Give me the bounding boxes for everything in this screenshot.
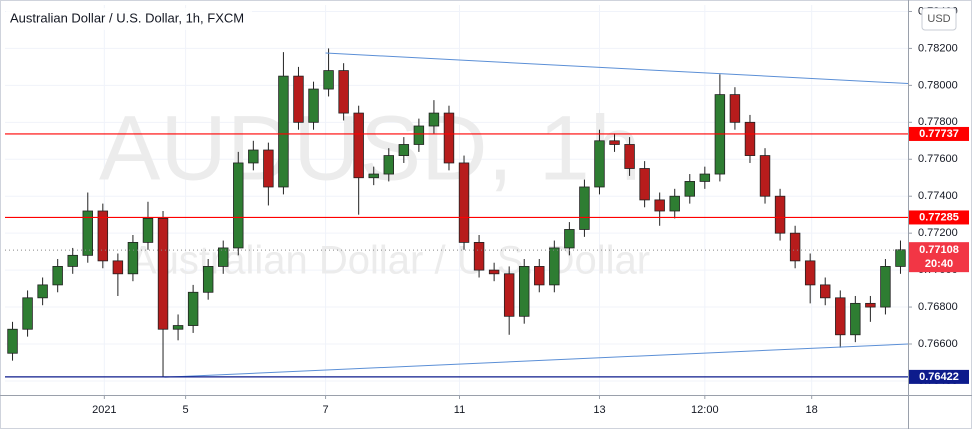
candle-body (97, 210, 109, 262)
x-tick-label: 13 (593, 404, 605, 416)
candle-body (338, 70, 349, 114)
candle-body (112, 260, 124, 275)
candle-body (564, 229, 575, 249)
candle-body (639, 168, 650, 201)
x-tick-label: 7 (323, 404, 329, 416)
level-label-box (909, 126, 969, 141)
axes: 0.764000.766000.768000.770000.772000.774… (92, 5, 969, 416)
candle-body (880, 266, 891, 308)
candle-body (669, 195, 680, 212)
candle-body (278, 75, 289, 188)
last-price-box (909, 242, 969, 273)
candle-body (127, 241, 139, 275)
candle-body (458, 162, 470, 243)
candle-body (865, 302, 876, 308)
candle-body (503, 273, 515, 317)
candle-body (473, 241, 485, 271)
level-label: 0.77285 (919, 211, 959, 223)
candle-body (699, 173, 711, 182)
candle-body (519, 266, 530, 317)
candle-body (308, 88, 319, 123)
y-tick-label: 0.77400 (918, 190, 958, 202)
marks (5, 48, 909, 378)
candle-body (789, 232, 801, 262)
candle-body (37, 284, 48, 299)
last-price-label: 0.77108 (919, 244, 959, 256)
candle-body (654, 199, 665, 212)
currency[interactable]: USD (927, 13, 950, 25)
candle-body (895, 249, 906, 267)
candle-body (413, 125, 425, 145)
level-label: 0.76422 (919, 371, 959, 383)
candle-body (684, 181, 695, 197)
y-tick-label: 0.78000 (918, 79, 958, 91)
y-tick-label: 0.77800 (918, 116, 958, 128)
candle-body (82, 210, 93, 256)
candle-body (52, 266, 63, 286)
candle-body (248, 149, 259, 164)
level-label: 0.77737 (919, 128, 959, 140)
candle-body (443, 112, 455, 164)
candle-body (172, 325, 184, 330)
candle-body (594, 140, 605, 188)
candle-body (263, 149, 274, 188)
candle-body (744, 121, 756, 156)
x-tick-label: 12:00 (691, 404, 719, 416)
candle-body (157, 217, 169, 330)
candle-body (353, 112, 364, 179)
candle-body (293, 75, 304, 123)
y-tick-label: 0.78200 (918, 42, 958, 54)
y-tick-label: 0.76800 (918, 301, 958, 313)
x-tick-label: 2021 (92, 404, 116, 416)
candle-body (323, 70, 334, 90)
candle-body (624, 144, 635, 169)
trend-line (164, 343, 909, 378)
candle-body (579, 186, 590, 230)
candle-body (820, 284, 831, 299)
level-label-box (909, 210, 969, 225)
candle-body (233, 162, 244, 249)
x-tick-label: 18 (806, 404, 818, 416)
y-tick-label: 0.76600 (918, 338, 958, 350)
grid (5, 5, 908, 395)
title-backdrop (6, 8, 252, 30)
x-tick-label: 5 (183, 404, 189, 416)
candle-body (142, 217, 154, 243)
candle-body (67, 254, 78, 267)
candle-body (7, 328, 18, 354)
candle-body (428, 112, 440, 127)
candle-body (729, 94, 741, 123)
candle-body (202, 266, 214, 293)
candle-body (218, 247, 229, 267)
watermark-subtitle: Australian Dollar / U.S. Dollar (130, 239, 650, 283)
candle-body (804, 260, 816, 286)
countdown: 20:40 (925, 258, 953, 270)
currency-box[interactable] (921, 7, 957, 31)
y-tick-label: 0.77600 (918, 153, 958, 165)
chart-title: Australian Dollar / U.S. Dollar, 1h, FXC… (10, 10, 244, 25)
candle-body (488, 269, 500, 275)
candle-body (549, 247, 560, 286)
level-label-box (909, 369, 969, 384)
candle-body (835, 297, 846, 336)
candle-body (383, 155, 394, 175)
trend-line (325, 52, 909, 85)
candle-body (774, 195, 786, 234)
candle-body (850, 302, 861, 336)
candle-body (398, 144, 410, 156)
y-tick-label: 0.77200 (918, 227, 958, 239)
candle-body (609, 140, 620, 145)
watermark: AUDUSD, 1h (99, 97, 641, 199)
candle-body (187, 291, 199, 326)
candle-body (759, 155, 771, 197)
candle-body (534, 266, 545, 286)
x-tick-label: 11 (454, 404, 465, 416)
candle-body (368, 173, 379, 179)
candle-body (22, 297, 33, 330)
